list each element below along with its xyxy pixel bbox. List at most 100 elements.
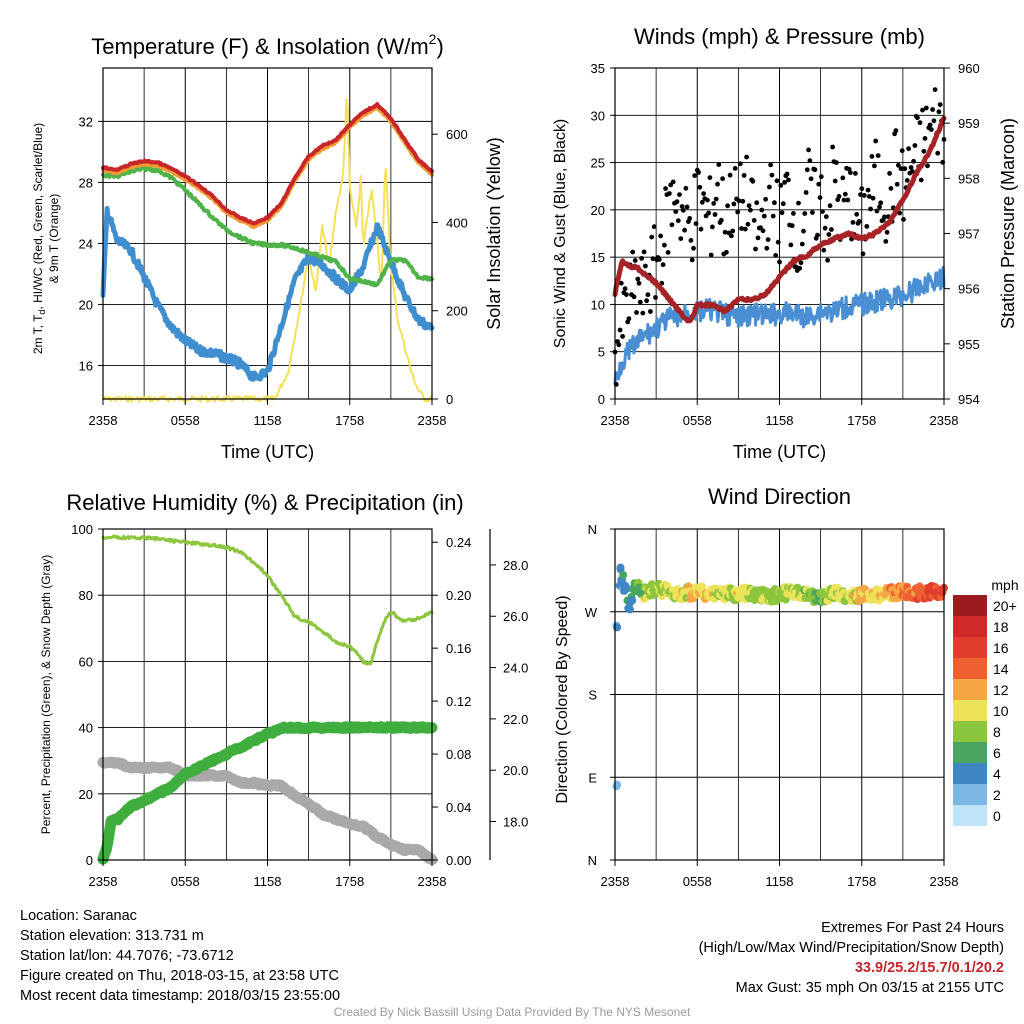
gust-point [779,210,785,216]
gust-point [932,87,938,92]
temp-y-tick-label: 28 [79,175,93,190]
direction-point [625,605,634,614]
gust-point [927,122,933,128]
gust-point [707,175,713,181]
rh-y3-tick-label: 26.0 [503,609,528,624]
gust-point [850,220,856,225]
gust-point [860,251,866,257]
gust-point [899,148,905,154]
gust-point [765,237,771,243]
gust-point [856,219,862,224]
gust-point [626,316,632,322]
gust-point [830,144,835,150]
gust-point [904,178,910,183]
gust-point [822,225,828,231]
gust-point [760,228,766,234]
gust-point [888,186,894,191]
direction-point [626,598,635,607]
wind-ylabel: Sonic Wind & Gust (Blue, Black) [552,119,569,348]
wind-plot: 2358 0558 1158 1758 2358 0 5 10 15 20 25 30 35 954 955… [552,24,1018,462]
gust-point [829,227,834,232]
gust-point [744,154,749,160]
gust-point [691,245,696,251]
gust-point [759,207,765,213]
wind-y-tick-label: 0 [598,392,605,407]
temp-y2-tick-label: 200 [446,304,468,319]
temp-ylabel-line2: & 9m T (Orange) [47,194,61,284]
gust-point [870,195,876,201]
gust-point [923,105,929,111]
gust-point [906,146,911,152]
temp-y2-tick-label: 600 [446,127,468,142]
rh-ylabel: Percent, Precipitation (Green), & Snow D… [39,555,53,834]
gust-point [864,224,870,229]
gust-point [727,172,733,178]
gust-point [736,198,742,204]
wind-y-tick-label: 5 [598,345,605,360]
gust-point [698,226,704,232]
recent-data-text: Most recent data timestamp: 2018/03/15 2… [20,988,341,1004]
gust-point [826,232,832,237]
gust-point [662,242,667,248]
gust-point [761,213,767,219]
wind-y-tick-label: 30 [591,108,605,123]
gust-point [660,262,666,268]
wind-title: Winds (mph) & Pressure (mb) [634,24,925,49]
extremes-heading: Extremes For Past 24 Hours [821,920,1004,936]
gust-point [697,184,703,190]
gust-point [786,177,791,183]
wind-xlabel: Time (UTC) [733,442,826,462]
gust-point [854,211,860,217]
gust-point [753,246,758,252]
gust-point [705,197,710,203]
direction-point [616,563,625,572]
gust-point [770,213,776,219]
legend-swatch [953,658,987,679]
gust-point [773,253,779,258]
wind-y2-tick-label: 956 [958,282,980,297]
rh-y2-tick-label: 0.04 [446,800,471,815]
wind-y-tick-label: 35 [591,61,605,76]
precipitation-line [97,721,438,865]
gust-point [730,228,736,234]
gust-point [639,256,644,261]
gust-point [667,191,672,196]
rh-y2-tick-label: 0.20 [446,588,471,603]
temp-y2-tick-label: 0 [446,392,453,407]
gust-point [894,181,900,187]
rh-y3-tick-label: 24.0 [503,661,528,676]
rh-y3-tick-label: 18.0 [503,815,528,830]
gust-point [806,147,811,153]
rh-y-tick-label: 40 [79,721,93,736]
legend-label: 14 [993,661,1009,677]
legend-swatch [953,595,987,616]
gust-point [780,201,786,207]
temp-y-tick-label: 24 [79,236,93,251]
gust-point [637,299,643,305]
legend-swatch [953,721,987,742]
gust-point [801,228,806,234]
rh-y2-tick-label: 0.00 [446,853,471,868]
gust-point [872,163,877,169]
temp-x-tick-label: 2358 [89,413,118,428]
gust-point [791,211,796,216]
gust-point [825,257,830,263]
temp-x-tick-label: 1758 [335,413,364,428]
gust-point [665,250,671,255]
gust-point [745,221,751,227]
latlon-text: Station lat/lon: 44.7076; -73.6712 [20,948,234,964]
temp-ylabel-part: 2m T, T [31,314,45,354]
gust-point [674,199,680,205]
rh-x-tick-label: 1158 [254,874,282,889]
gust-point [875,153,881,159]
gust-point [729,233,734,239]
gust-point [675,218,681,224]
rh-y3-tick-label: 28.0 [503,558,528,573]
gust-point [820,209,825,215]
gust-point [656,257,662,262]
gust-point [884,229,890,235]
wdir-plot: 2358 0558 1158 1758 2358 N E S W N Wind Direction D… [554,484,1019,889]
gust-point [797,265,803,271]
wdir-y-tick-label: N [588,853,597,868]
